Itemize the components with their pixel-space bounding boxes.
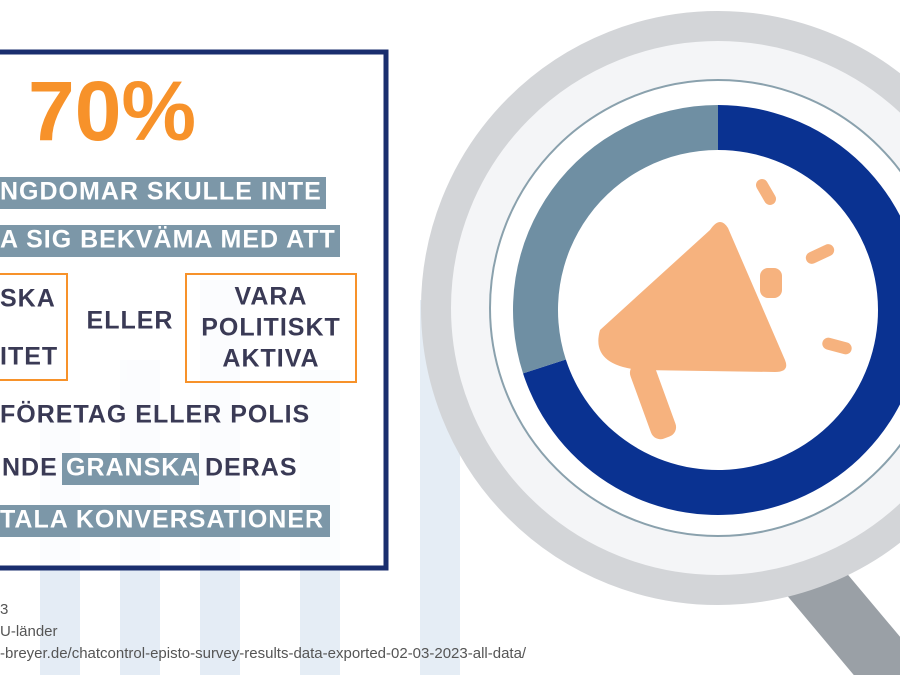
option-text: VARA	[235, 283, 308, 311]
source: -breyer.de/chatcontrol-episto-survey-res…	[0, 645, 527, 662]
highlight	[62, 453, 199, 485]
donut-chart	[513, 105, 900, 515]
donut-segment	[513, 105, 718, 374]
megaphone	[598, 179, 852, 440]
text-line: DERAS	[205, 454, 298, 482]
text-line: NDE	[2, 454, 58, 482]
option-text: ITET	[0, 343, 58, 371]
connector: ELLER	[87, 307, 174, 335]
option-text: SKA	[0, 285, 56, 313]
option-box	[0, 273, 68, 381]
text-line: TALA KONVERSATIONER	[0, 506, 324, 534]
text-line: A SIG BEKVÄMA MED ATT	[0, 226, 336, 254]
source: 3	[0, 601, 8, 618]
option-box	[185, 273, 357, 383]
highlight	[0, 177, 326, 209]
source: U-länder	[0, 623, 58, 640]
option-text: POLITISKT	[201, 314, 341, 342]
text-line: GRANSKA	[66, 454, 199, 482]
highlight	[0, 225, 340, 257]
option-text: AKTIVA	[222, 345, 319, 373]
highlight	[0, 505, 330, 537]
text-line: NGDOMAR SKULLE INTE	[0, 178, 322, 206]
text-line: FÖRETAG ELLER POLIS	[0, 400, 310, 429]
headline: 70%	[28, 64, 196, 158]
